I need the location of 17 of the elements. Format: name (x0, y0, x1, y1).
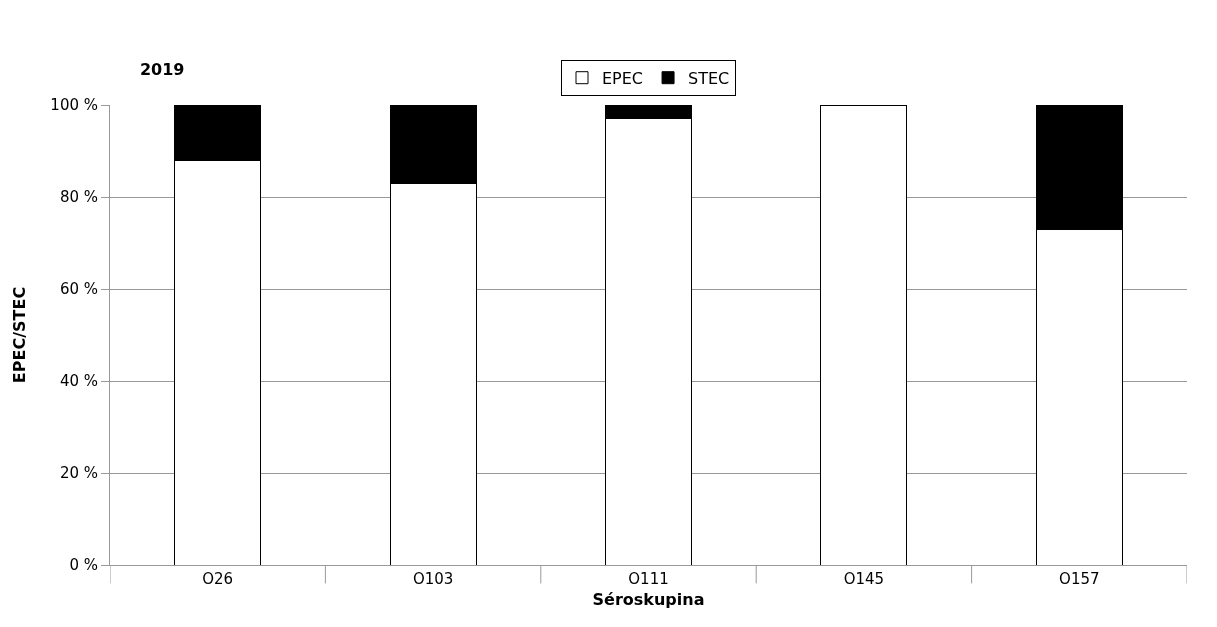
legend-label: STEC (688, 68, 730, 88)
y-tick-label: 80 % (59, 188, 98, 207)
y-tick-label: 100 % (50, 96, 98, 115)
x-tick-label: O111 (628, 570, 669, 588)
x-tick-label: O157 (1059, 570, 1100, 588)
y-tick-label: 0 % (69, 556, 98, 575)
x-tick-label: O145 (843, 570, 885, 588)
chart-title: 2019 (139, 59, 185, 79)
y-axis-title: EPEC/STEC (10, 286, 30, 384)
x-axis-title: Séroskupina (592, 589, 705, 609)
bar (820, 105, 908, 565)
y-tick-label: 40 % (59, 372, 98, 391)
y-tick-label: 20 % (59, 464, 98, 483)
legend-label: EPEC (602, 68, 644, 88)
x-tick-label: O26 (202, 570, 234, 588)
y-tick-label: 60 % (59, 280, 98, 299)
x-tick-label: O103 (412, 570, 454, 588)
